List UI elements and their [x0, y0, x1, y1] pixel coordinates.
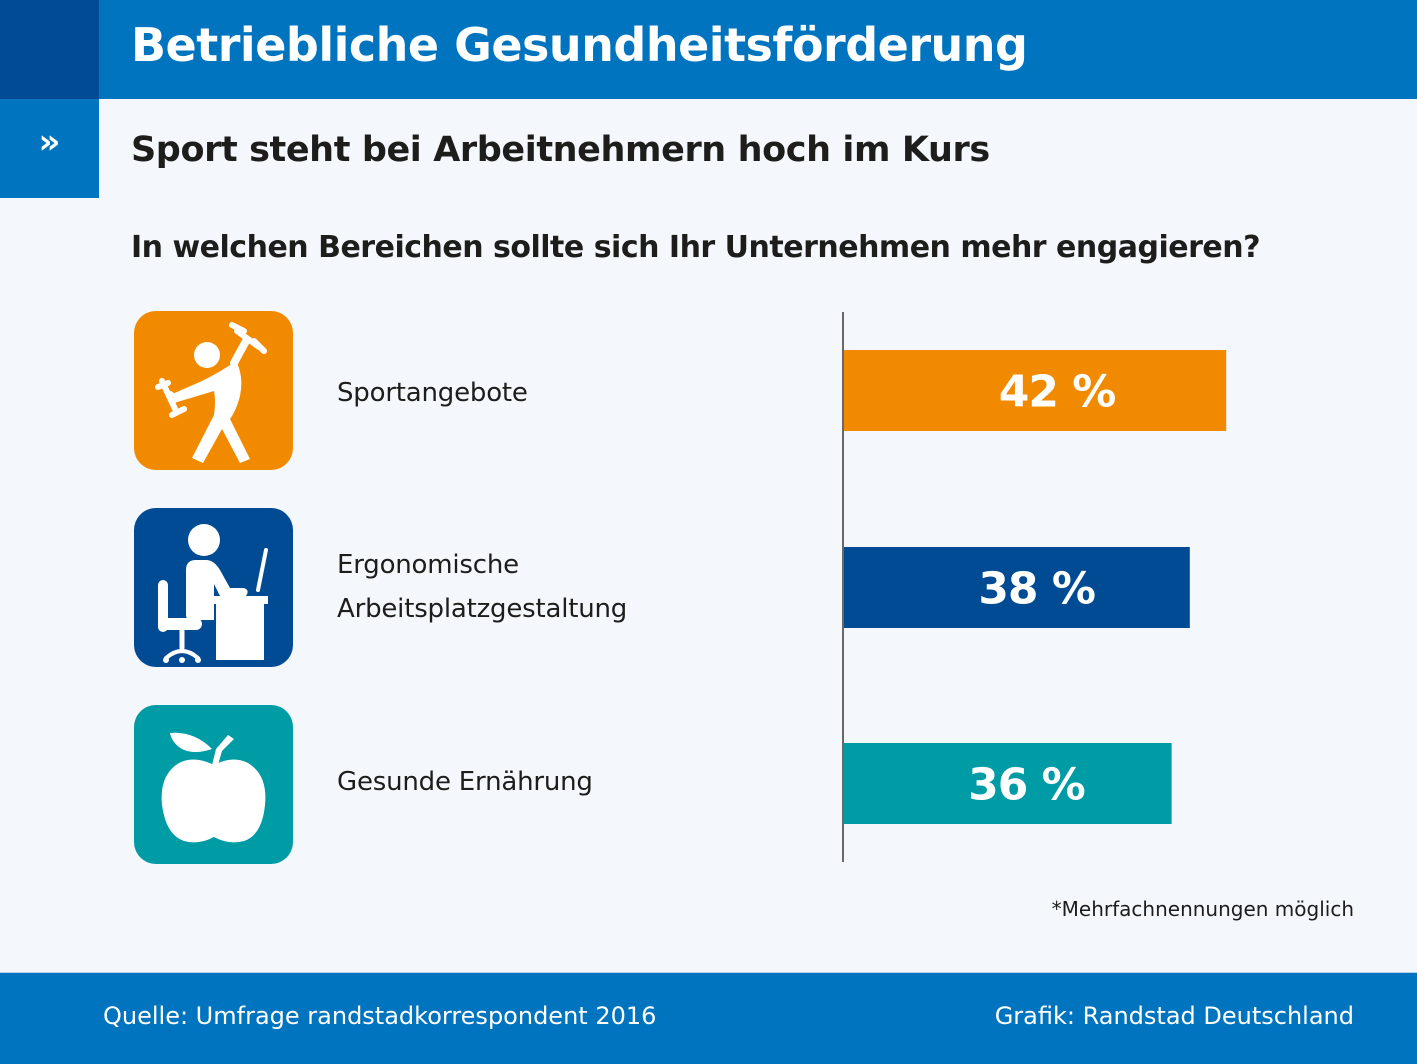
bar-value-label: 36 %: [968, 760, 1085, 811]
bar-1: [844, 350, 1227, 431]
subtitle-accent-block: [0, 99, 99, 198]
bar-value-label: 38 %: [978, 564, 1095, 615]
header-accent-block: [0, 0, 99, 99]
chart-question: In welchen Bereichen sollte sich Ihr Unt…: [131, 230, 1260, 265]
dumbbell-exercise-icon: [134, 311, 293, 470]
double-chevron-icon: »: [38, 122, 61, 162]
apple-icon: [134, 705, 293, 864]
page-subtitle: Sport steht bei Arbeitnehmern hoch im Ku…: [131, 130, 990, 170]
bar-value-label: 42 %: [999, 367, 1116, 418]
credit-text: Grafik: Randstad Deutschland: [994, 1002, 1354, 1030]
bar-3: [844, 743, 1172, 824]
page-title: Betriebliche Gesundheitsförderung: [131, 18, 1028, 72]
category-label: Ergonomische Arbeitsplatzgestaltung: [337, 550, 628, 624]
source-text: Quelle: Umfrage randstadkorrespondent 20…: [103, 1002, 657, 1030]
footer-bar: [0, 972, 1417, 1064]
category-label: Sportangebote: [337, 378, 528, 408]
footnote: *Mehrfachnennungen möglich: [1051, 897, 1354, 921]
category-label: Gesunde Ernährung: [337, 767, 593, 797]
header-bar: [99, 0, 1417, 99]
desk-worker-icon: [134, 508, 293, 667]
bar-2: [844, 547, 1190, 628]
